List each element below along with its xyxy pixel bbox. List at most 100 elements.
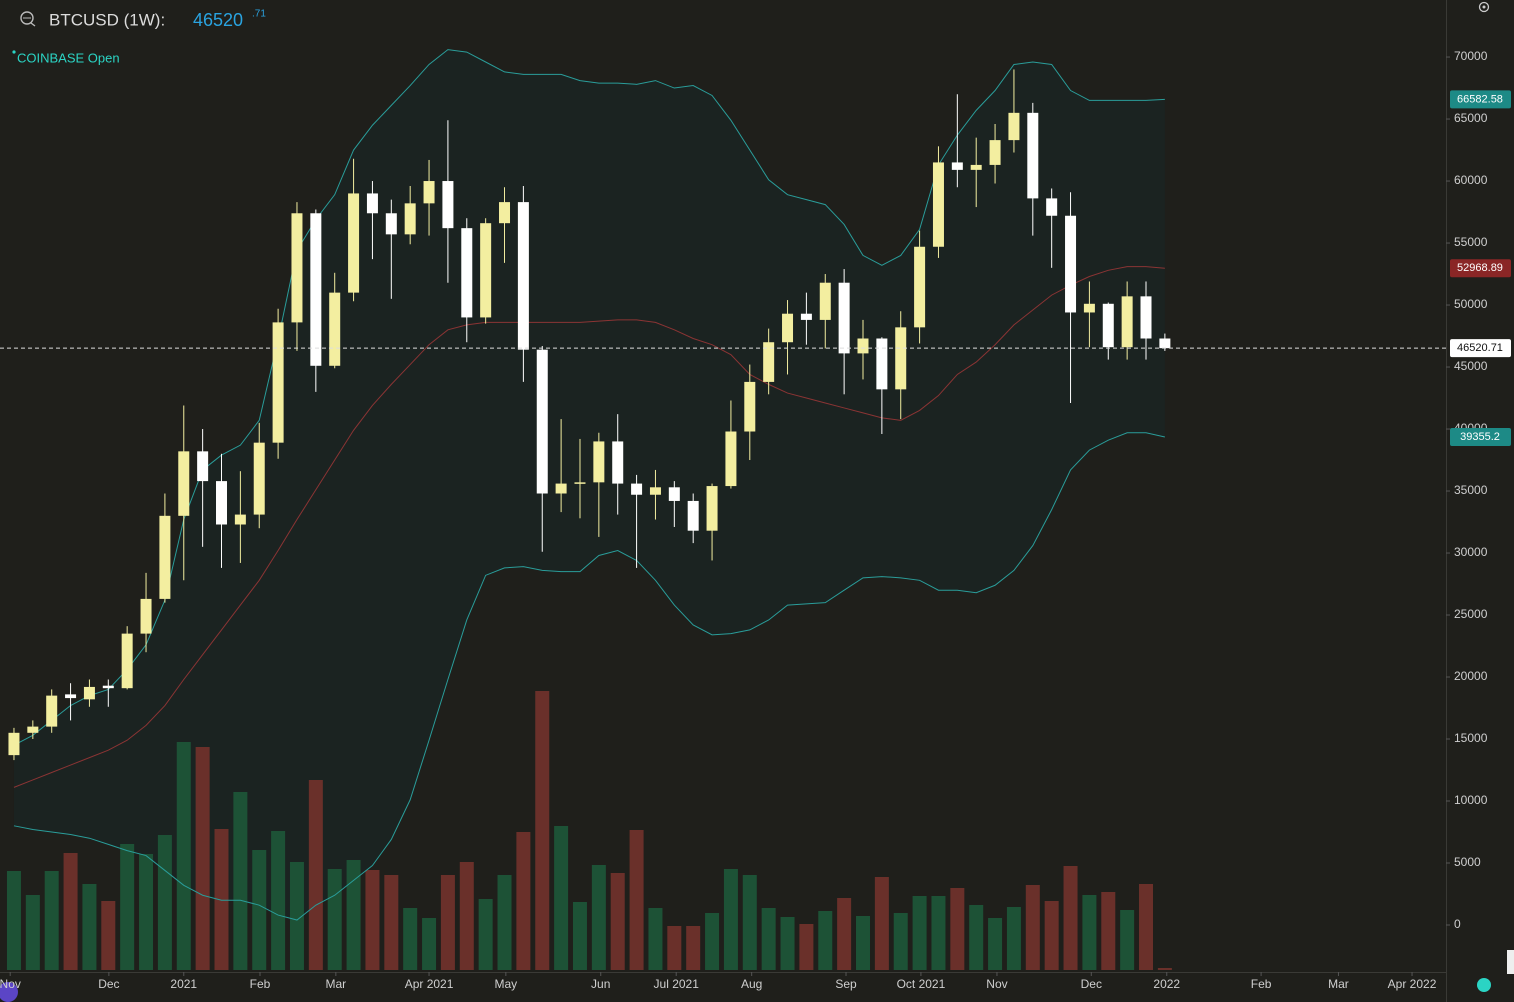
volume-bar [1157,968,1172,970]
candle-body [216,481,228,525]
volume-bar [214,829,229,970]
y-tick-label: 55000 [1454,235,1488,249]
y-tick-label: 25000 [1454,607,1488,621]
candle-body [140,598,152,634]
volume-bar [459,862,474,970]
volume-bar [271,831,286,970]
volume-bar [101,901,116,970]
x-tick-label: Sep [835,977,857,991]
x-tick-label: Oct 2021 [897,977,946,991]
candle-body [423,181,435,204]
volume-bar [157,835,172,970]
candle-body [461,228,473,318]
candle-body [178,451,190,516]
volume-bar [837,898,852,970]
volume-bar [591,865,606,970]
x-tick-label: Mar [1328,977,1349,991]
volume-bar [289,862,304,970]
band-tag [1450,259,1511,278]
volume-bar [931,896,946,970]
candle-body [234,514,246,525]
volume-bar [667,926,682,970]
y-tick-label: 65000 [1454,111,1488,125]
volume-bar [799,924,814,970]
volume-bar [723,869,738,970]
symbol-label: BTCUSD (1W): [49,10,165,29]
x-tick-label: Feb [250,977,271,991]
candle-body [687,500,699,531]
scroll-handle[interactable] [1507,950,1514,974]
volume-bar [516,832,531,970]
candle-body [1083,303,1095,313]
y-tick-label: 60000 [1454,173,1488,187]
volume-bar [610,873,625,970]
y-tick-label: 5000 [1454,855,1481,869]
volume-bar [25,895,40,970]
candle-body [253,442,265,515]
volume-bar [1101,892,1116,970]
search-icon[interactable] [20,11,36,27]
header-price: 46520 [193,10,243,30]
candle-body [348,193,360,293]
status-indicator[interactable] [1477,978,1491,992]
y-tick-label: 50000 [1454,297,1488,311]
volume-bar [629,830,644,970]
x-tick-label: 2021 [170,977,197,991]
x-tick-label: 2022 [1153,977,1180,991]
price-tag-label: 46520.71 [1457,342,1503,354]
candle-body [989,140,1001,165]
candle-body [480,223,492,318]
y-tick-label: 0 [1454,917,1461,931]
x-tick-label: Nov [986,977,1007,991]
y-tick-label: 15000 [1454,731,1488,745]
volume-bar [705,913,720,970]
candle-body [819,282,831,320]
y-tick-label: 30000 [1454,545,1488,559]
x-tick-label: Feb [1251,977,1272,991]
volume-bar [478,899,493,970]
candle-body [838,282,850,354]
x-tick-label: Dec [1081,977,1102,991]
volume-bar [1082,895,1097,970]
y-tick-label: 70000 [1454,49,1488,63]
band-tag-label: 66582.58 [1457,93,1503,105]
volume-bar [648,908,663,970]
candle-body [876,338,888,390]
volume-bar [950,888,965,970]
y-tick-label: 10000 [1454,793,1488,807]
candle-body [1065,215,1077,313]
volume-bar [422,918,437,970]
candle-body [329,292,341,366]
candle-body [102,685,114,689]
volume-bar [308,780,323,970]
band-line [13,266,1165,788]
volume-bar [176,742,191,970]
volume-bar [1044,901,1059,970]
candle-body [744,381,756,432]
x-tick-label: Jun [591,977,610,991]
volume-bar [554,826,569,970]
logo[interactable] [0,982,18,1002]
candle-body [800,313,812,320]
candle-body [1102,303,1114,348]
candle-body [970,164,982,170]
volume-bar [440,875,455,970]
volume-bar [6,871,21,970]
volume-bar [818,911,833,970]
candle-body [649,487,661,495]
candle-body [385,213,397,235]
volume-bar [893,913,908,970]
volume-bar [195,747,210,970]
volume-bar [761,908,776,970]
band-tag [1450,90,1511,109]
volume-bar [572,902,587,970]
settings-icon[interactable] [1478,1,1490,13]
volume-bar [535,691,550,970]
candle-body [121,633,133,689]
volume-bar [120,844,135,970]
candle-body [46,695,58,727]
candle-body [668,487,680,501]
candle-body [1159,338,1171,349]
